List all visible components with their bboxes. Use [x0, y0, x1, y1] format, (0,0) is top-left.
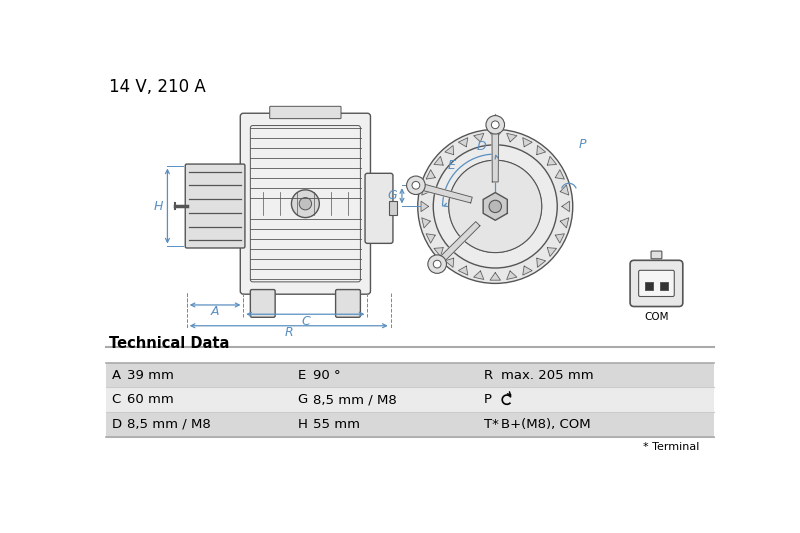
- Text: 14 V, 210 A: 14 V, 210 A: [110, 78, 206, 96]
- Text: B+(M8), COM: B+(M8), COM: [502, 418, 591, 431]
- Text: C: C: [301, 314, 310, 328]
- Polygon shape: [421, 201, 429, 212]
- Circle shape: [299, 198, 311, 210]
- Circle shape: [489, 200, 502, 213]
- Polygon shape: [474, 133, 484, 142]
- Polygon shape: [426, 169, 435, 179]
- Polygon shape: [458, 266, 468, 275]
- Bar: [106, 387, 714, 412]
- Text: P: P: [579, 138, 586, 151]
- Text: P: P: [484, 393, 492, 406]
- FancyBboxPatch shape: [240, 113, 370, 294]
- Text: 60 mm: 60 mm: [127, 393, 174, 406]
- Bar: [106, 412, 714, 437]
- Polygon shape: [555, 234, 564, 243]
- Bar: [106, 363, 714, 387]
- Polygon shape: [562, 201, 570, 212]
- Polygon shape: [522, 266, 532, 275]
- FancyBboxPatch shape: [651, 251, 662, 259]
- Circle shape: [449, 160, 542, 253]
- Text: 55 mm: 55 mm: [313, 418, 360, 431]
- FancyBboxPatch shape: [365, 173, 393, 244]
- Text: D: D: [112, 418, 122, 431]
- Text: E: E: [298, 368, 306, 382]
- Text: 90 °: 90 °: [313, 368, 341, 382]
- Polygon shape: [434, 248, 443, 256]
- Polygon shape: [483, 192, 507, 220]
- Polygon shape: [522, 138, 532, 147]
- FancyBboxPatch shape: [186, 164, 245, 248]
- Text: Technical Data: Technical Data: [110, 336, 230, 351]
- Text: R: R: [484, 368, 493, 382]
- Polygon shape: [560, 218, 569, 228]
- Text: H: H: [154, 199, 163, 213]
- Polygon shape: [458, 138, 468, 147]
- Text: H: H: [298, 418, 307, 431]
- Circle shape: [486, 116, 505, 134]
- Polygon shape: [490, 133, 501, 140]
- Polygon shape: [492, 125, 498, 182]
- Text: 8,5 mm / M8: 8,5 mm / M8: [313, 393, 397, 406]
- Polygon shape: [474, 271, 484, 279]
- Polygon shape: [560, 185, 569, 195]
- Circle shape: [428, 255, 446, 273]
- Text: G: G: [298, 393, 308, 406]
- Circle shape: [406, 176, 425, 195]
- Text: A: A: [112, 368, 121, 382]
- Polygon shape: [490, 273, 501, 280]
- Circle shape: [418, 130, 573, 284]
- FancyBboxPatch shape: [336, 289, 361, 317]
- Text: R: R: [285, 326, 293, 339]
- Polygon shape: [445, 258, 454, 267]
- Polygon shape: [422, 185, 430, 195]
- Text: D: D: [477, 140, 486, 153]
- Polygon shape: [415, 182, 472, 203]
- Polygon shape: [435, 222, 480, 266]
- Bar: [389, 201, 397, 215]
- Bar: [660, 282, 668, 289]
- Polygon shape: [434, 156, 443, 165]
- Circle shape: [434, 260, 441, 268]
- Text: E: E: [448, 159, 456, 172]
- FancyBboxPatch shape: [630, 260, 683, 306]
- Polygon shape: [445, 146, 454, 155]
- Text: 39 mm: 39 mm: [127, 368, 174, 382]
- Polygon shape: [547, 248, 557, 256]
- Text: max. 205 mm: max. 205 mm: [502, 368, 594, 382]
- Text: * Terminal: * Terminal: [643, 442, 699, 453]
- Circle shape: [434, 145, 558, 268]
- Text: A: A: [211, 305, 219, 318]
- Text: T*: T*: [484, 418, 498, 431]
- Circle shape: [491, 121, 499, 128]
- FancyBboxPatch shape: [638, 270, 674, 296]
- Text: COM: COM: [644, 311, 669, 321]
- Polygon shape: [422, 218, 430, 228]
- FancyBboxPatch shape: [250, 289, 275, 317]
- Polygon shape: [537, 146, 546, 155]
- Bar: [645, 282, 653, 289]
- FancyBboxPatch shape: [270, 106, 341, 119]
- Polygon shape: [506, 271, 517, 279]
- Text: C: C: [112, 393, 121, 406]
- Polygon shape: [547, 156, 557, 165]
- Text: G: G: [387, 189, 397, 203]
- Polygon shape: [506, 133, 517, 142]
- Circle shape: [412, 181, 420, 189]
- Polygon shape: [537, 258, 546, 267]
- Text: 8,5 mm / M8: 8,5 mm / M8: [127, 418, 211, 431]
- Circle shape: [291, 190, 319, 217]
- Polygon shape: [426, 234, 435, 243]
- Polygon shape: [555, 169, 564, 179]
